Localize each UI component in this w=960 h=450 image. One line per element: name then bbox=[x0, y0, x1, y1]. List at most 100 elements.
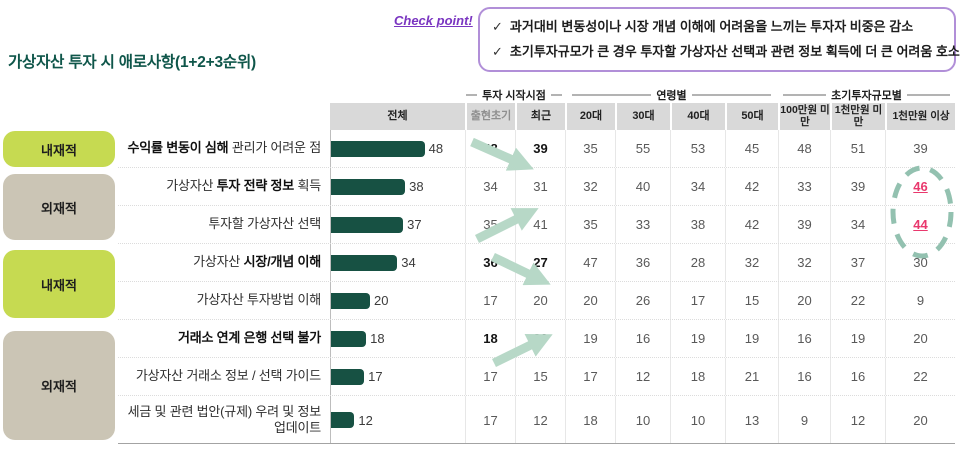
value-cell: 16 bbox=[778, 320, 830, 357]
value-cell: 27 bbox=[515, 244, 565, 281]
row-label: 세금 및 관련 법안(규제) 우려 및 정보 업데이트 bbox=[127, 403, 325, 435]
value-cell: 53 bbox=[670, 130, 725, 167]
value-cell: 33 bbox=[615, 206, 670, 243]
value-cell: 12 bbox=[515, 396, 565, 444]
column-header-over-10m: 1천만원 이상 bbox=[885, 103, 955, 130]
value-cell: 33 bbox=[778, 168, 830, 205]
column-header-40s: 40대 bbox=[670, 103, 725, 130]
bar bbox=[331, 140, 425, 157]
value-cell: 15 bbox=[515, 358, 565, 395]
column-header-20s: 20대 bbox=[565, 103, 615, 130]
check-icon: ✓ bbox=[492, 44, 503, 59]
column-header-under-10m: 1천만원 미만 bbox=[830, 103, 885, 130]
checkpoint-text: 과거대비 변동성이나 시장 개념 이해에 어려움을 느끼는 투자자 비중은 감소 bbox=[509, 19, 914, 34]
total-bar-cell: 20 bbox=[330, 282, 465, 319]
bar bbox=[331, 216, 404, 233]
value-cell: 48 bbox=[778, 130, 830, 167]
value-cell: 34 bbox=[465, 168, 515, 205]
table-row: 세금 및 관련 법안(규제) 우려 및 정보 업데이트 12 17 12 18 … bbox=[118, 396, 955, 444]
value-cell: 31 bbox=[515, 168, 565, 205]
value-cell: 17 bbox=[465, 282, 515, 319]
group-header-line bbox=[691, 94, 771, 96]
value-cell: 38 bbox=[670, 206, 725, 243]
value-cell: 17 bbox=[465, 358, 515, 395]
value-cell: 35 bbox=[565, 130, 615, 167]
value-cell: 17 bbox=[465, 396, 515, 444]
table-row: 가상자산 시장/개념 이해 34 36 27 47 36 28 32 32 37… bbox=[118, 244, 955, 282]
value-cell: 22 bbox=[885, 358, 955, 395]
value-cell: 32 bbox=[725, 244, 778, 281]
value-cell: 17 bbox=[670, 282, 725, 319]
checkpoint-text: 초기투자규모가 큰 경우 투자할 가상자산 선택과 관련 정보 획득에 더 큰 … bbox=[509, 44, 960, 59]
column-header-30s: 30대 bbox=[615, 103, 670, 130]
row-label: 가상자산 시장/개념 이해 bbox=[193, 254, 321, 270]
value-cell: 20 bbox=[885, 320, 955, 357]
value-cell: 12 bbox=[830, 396, 885, 444]
check-icon: ✓ bbox=[492, 19, 503, 34]
bar-value: 38 bbox=[409, 179, 424, 194]
value-cell: 19 bbox=[725, 320, 778, 357]
value-cell: 9 bbox=[885, 282, 955, 319]
value-cell: 18 bbox=[465, 320, 515, 357]
group-header-line bbox=[783, 94, 827, 96]
value-cell: 13 bbox=[725, 396, 778, 444]
value-cell: 20 bbox=[515, 320, 565, 357]
row-label: 가상자산 투자 전략 정보 획득 bbox=[166, 178, 321, 194]
value-cell: 12 bbox=[615, 358, 670, 395]
category-chip-intrinsic: 내재적 bbox=[3, 250, 115, 318]
group-header-line bbox=[906, 94, 950, 96]
value-cell: 39 bbox=[830, 168, 885, 205]
value-cell: 37 bbox=[830, 244, 885, 281]
bar bbox=[331, 368, 365, 385]
column-header-under-1m: 100만원 미만 bbox=[778, 103, 830, 130]
value-cell: 42 bbox=[725, 206, 778, 243]
value-cell: 9 bbox=[778, 396, 830, 444]
value-cell: 26 bbox=[615, 282, 670, 319]
group-header-age: 연령별 bbox=[567, 88, 776, 102]
table-bottom-border bbox=[118, 443, 955, 444]
total-bar-cell: 38 bbox=[330, 168, 465, 205]
value-cell: 39 bbox=[885, 130, 955, 167]
row-label: 가상자산 거래소 정보 / 선택 가이드 bbox=[135, 368, 321, 384]
value-cell: 20 bbox=[778, 282, 830, 319]
column-header-50s: 50대 bbox=[725, 103, 778, 130]
value-cell-highlighted: 46 bbox=[885, 168, 955, 205]
value-cell: 32 bbox=[778, 244, 830, 281]
value-cell: 10 bbox=[615, 396, 670, 444]
row-label: 수익률 변동이 심해 관리가 어려운 점 bbox=[127, 140, 322, 156]
column-header-early: 출현초기 bbox=[465, 103, 515, 130]
column-header-total: 전체 bbox=[330, 103, 465, 130]
table-row: 가상자산 거래소 정보 / 선택 가이드 17 17 15 17 12 18 2… bbox=[118, 358, 955, 396]
value-cell: 28 bbox=[670, 244, 725, 281]
bar bbox=[331, 178, 406, 195]
value-cell: 55 bbox=[615, 130, 670, 167]
value-cell: 19 bbox=[670, 320, 725, 357]
bar-value: 12 bbox=[358, 412, 373, 428]
checkpoint-item: ✓ 과거대비 변동성이나 시장 개념 이해에 어려움을 느끼는 투자자 비중은 … bbox=[492, 15, 942, 39]
total-bar-cell: 17 bbox=[330, 358, 465, 395]
category-chip-extrinsic: 외재적 bbox=[3, 331, 115, 440]
value-cell: 39 bbox=[515, 130, 565, 167]
value-cell: 35 bbox=[465, 206, 515, 243]
value-cell: 48 bbox=[465, 130, 515, 167]
value-cell: 18 bbox=[670, 358, 725, 395]
total-bar-cell: 37 bbox=[330, 206, 465, 243]
table-row: 가상자산 투자방법 이해 20 17 20 20 26 17 15 20 22 … bbox=[118, 282, 955, 320]
value-cell-highlighted: 44 bbox=[885, 206, 955, 243]
value-cell: 32 bbox=[565, 168, 615, 205]
bar-value: 34 bbox=[401, 255, 416, 270]
group-header-line bbox=[466, 94, 478, 96]
value-cell: 34 bbox=[830, 206, 885, 243]
group-header-start-period: 투자 시작시점 bbox=[461, 88, 567, 102]
table-row: 수익률 변동이 심해 관리가 어려운 점 48 48 39 35 55 53 4… bbox=[118, 130, 955, 168]
value-cell: 20 bbox=[565, 282, 615, 319]
column-header-recent: 최근 bbox=[515, 103, 565, 130]
checkpoint-box: ✓ 과거대비 변동성이나 시장 개념 이해에 어려움을 느끼는 투자자 비중은 … bbox=[478, 7, 960, 72]
row-label: 거래소 연계 은행 선택 불가 bbox=[177, 330, 321, 346]
bar-value: 17 bbox=[368, 369, 383, 384]
total-bar-cell: 48 bbox=[330, 130, 465, 167]
group-header-line bbox=[550, 94, 562, 96]
table-row: 투자할 가상자산 선택 37 35 41 35 33 38 42 39 34 4… bbox=[118, 206, 955, 244]
row-label: 투자할 가상자산 선택 bbox=[208, 216, 321, 232]
